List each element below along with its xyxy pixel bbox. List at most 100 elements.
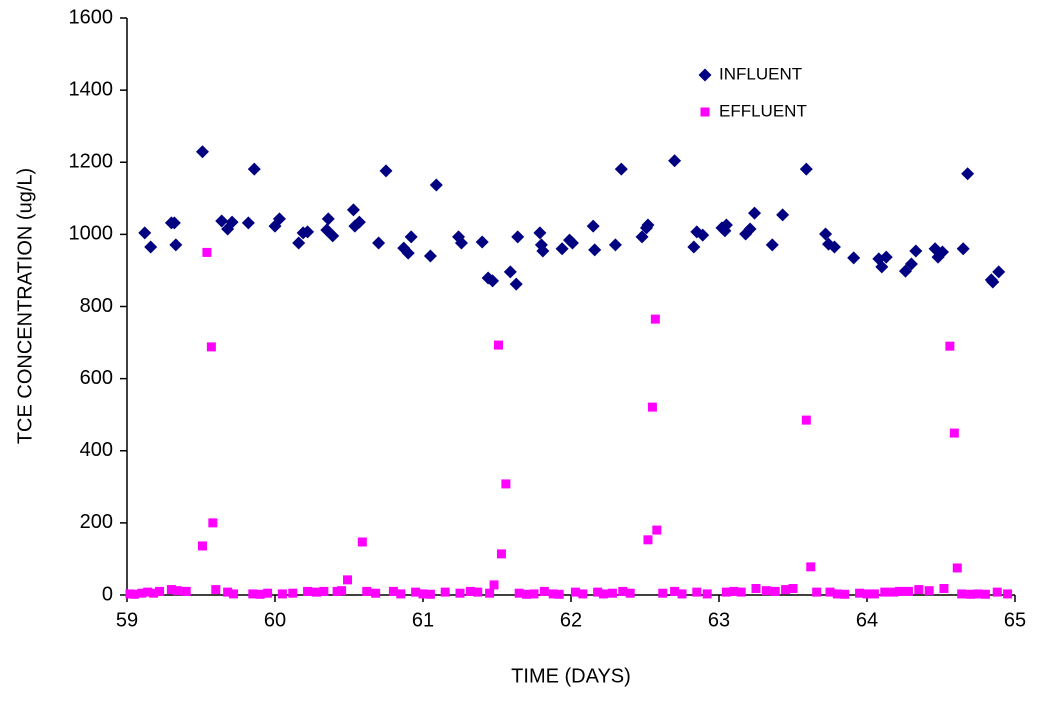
data-point (973, 589, 983, 599)
data-point (425, 589, 435, 599)
data-point (702, 589, 712, 599)
y-tick-label: 1200 (69, 151, 114, 173)
x-tick-label: 60 (264, 609, 286, 631)
data-point (957, 589, 967, 599)
data-point (650, 314, 660, 324)
data-point (652, 525, 662, 535)
data-point (647, 402, 657, 412)
data-point (303, 586, 313, 596)
data-point (939, 584, 949, 594)
data-point (992, 265, 1006, 279)
data-point (181, 586, 191, 596)
data-point (211, 585, 221, 595)
data-point (195, 145, 209, 159)
y-tick-label: 0 (102, 583, 113, 605)
data-point (578, 589, 588, 599)
data-point (889, 587, 899, 597)
data-point (423, 249, 437, 263)
data-point (167, 216, 181, 230)
data-point (401, 246, 415, 260)
y-tick-label: 200 (80, 511, 113, 533)
legend-marker (700, 107, 710, 117)
data-point (670, 586, 680, 596)
data-point (880, 587, 890, 597)
data-point (138, 226, 152, 240)
legend-label: EFFLUENT (719, 101, 807, 120)
data-point (625, 588, 635, 598)
data-point (485, 588, 495, 598)
data-point (607, 588, 617, 598)
data-point (687, 240, 701, 254)
y-tick-label: 800 (80, 295, 113, 317)
data-point (879, 250, 893, 264)
data-point (608, 238, 622, 252)
data-point (440, 587, 450, 597)
data-point (129, 589, 139, 599)
data-point (765, 238, 779, 252)
data-point (980, 589, 990, 599)
data-point (473, 587, 483, 597)
data-point (247, 162, 261, 176)
data-point (840, 589, 850, 599)
data-point (225, 215, 239, 229)
data-point (429, 178, 443, 192)
data-point (914, 585, 924, 595)
data-point (588, 243, 602, 257)
data-point (736, 587, 746, 597)
y-tick-label: 400 (80, 439, 113, 461)
data-point (618, 586, 628, 596)
x-tick-label: 59 (116, 609, 138, 631)
data-point (555, 242, 569, 256)
legend-label: INFLUENT (719, 64, 802, 83)
data-point (137, 588, 147, 598)
y-tick-label: 1600 (69, 6, 114, 28)
data-point (155, 586, 165, 596)
data-point (172, 586, 182, 596)
data-point (743, 222, 757, 236)
x-tick-label: 61 (412, 609, 434, 631)
data-point (143, 587, 153, 597)
data-point (149, 588, 159, 598)
data-point (501, 479, 511, 489)
data-point (197, 541, 207, 551)
data-point (898, 264, 912, 278)
data-point (643, 535, 653, 545)
data-point (599, 589, 609, 599)
data-point (593, 587, 603, 597)
data-point (909, 244, 923, 258)
data-point (570, 587, 580, 597)
data-point (229, 589, 239, 599)
data-point (827, 240, 841, 254)
data-point (586, 219, 600, 233)
data-point (202, 247, 212, 257)
x-axis-title: TIME (DAYS) (511, 665, 631, 687)
data-point (641, 218, 655, 232)
data-point (169, 238, 183, 252)
data-point (223, 587, 233, 597)
y-tick-label: 1000 (69, 223, 114, 245)
data-point (357, 537, 367, 547)
data-point (825, 587, 835, 597)
data-point (986, 275, 1000, 289)
data-point (489, 580, 499, 590)
data-point (847, 251, 861, 265)
data-point (511, 230, 525, 244)
data-point (321, 212, 335, 226)
data-point (799, 162, 813, 176)
data-point (326, 229, 340, 243)
data-point (454, 236, 468, 250)
data-point (208, 518, 218, 528)
data-point (721, 587, 731, 597)
data-point (832, 589, 842, 599)
data-point (869, 589, 879, 599)
data-point (241, 216, 255, 230)
data-point (292, 236, 306, 250)
data-point (503, 265, 517, 279)
data-point (372, 236, 386, 250)
data-point (677, 589, 687, 599)
data-point (614, 162, 628, 176)
x-tick-label: 63 (708, 609, 730, 631)
data-point (319, 586, 329, 596)
data-point (729, 586, 739, 596)
